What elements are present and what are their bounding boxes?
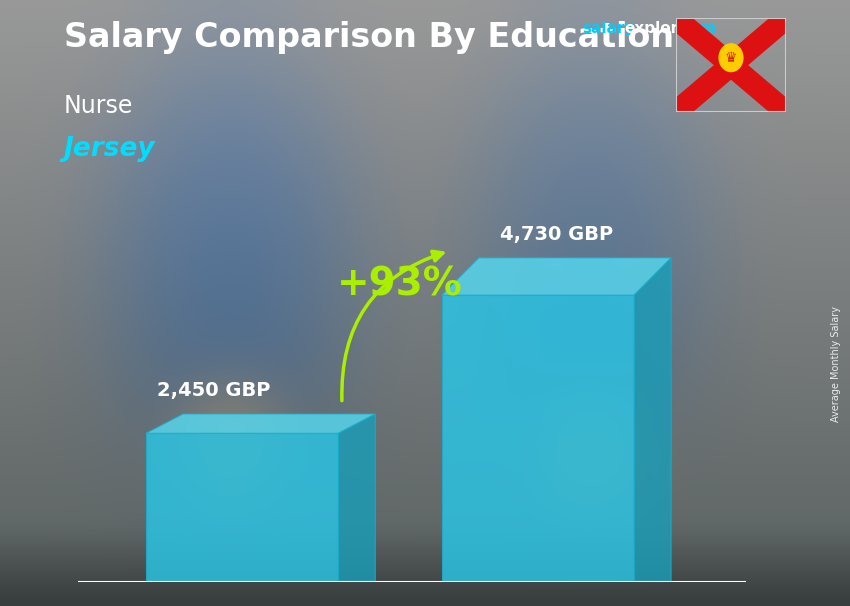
Polygon shape — [634, 258, 672, 582]
Text: Nurse: Nurse — [64, 94, 133, 118]
Text: Salary Comparison By Education: Salary Comparison By Education — [64, 21, 674, 54]
Text: 2,450 GBP: 2,450 GBP — [156, 381, 270, 400]
Polygon shape — [338, 414, 376, 582]
Text: Jersey: Jersey — [64, 136, 156, 162]
Polygon shape — [146, 433, 338, 582]
Polygon shape — [442, 258, 672, 295]
Polygon shape — [146, 414, 376, 433]
Text: salary: salary — [582, 21, 635, 36]
Text: 4,730 GBP: 4,730 GBP — [500, 225, 613, 244]
Polygon shape — [442, 295, 634, 582]
Text: +93%: +93% — [337, 266, 462, 304]
Circle shape — [719, 44, 743, 72]
Text: explorer: explorer — [625, 21, 697, 36]
Text: Average Monthly Salary: Average Monthly Salary — [830, 305, 841, 422]
Text: ♛: ♛ — [725, 51, 737, 65]
Text: .com: .com — [676, 21, 717, 36]
